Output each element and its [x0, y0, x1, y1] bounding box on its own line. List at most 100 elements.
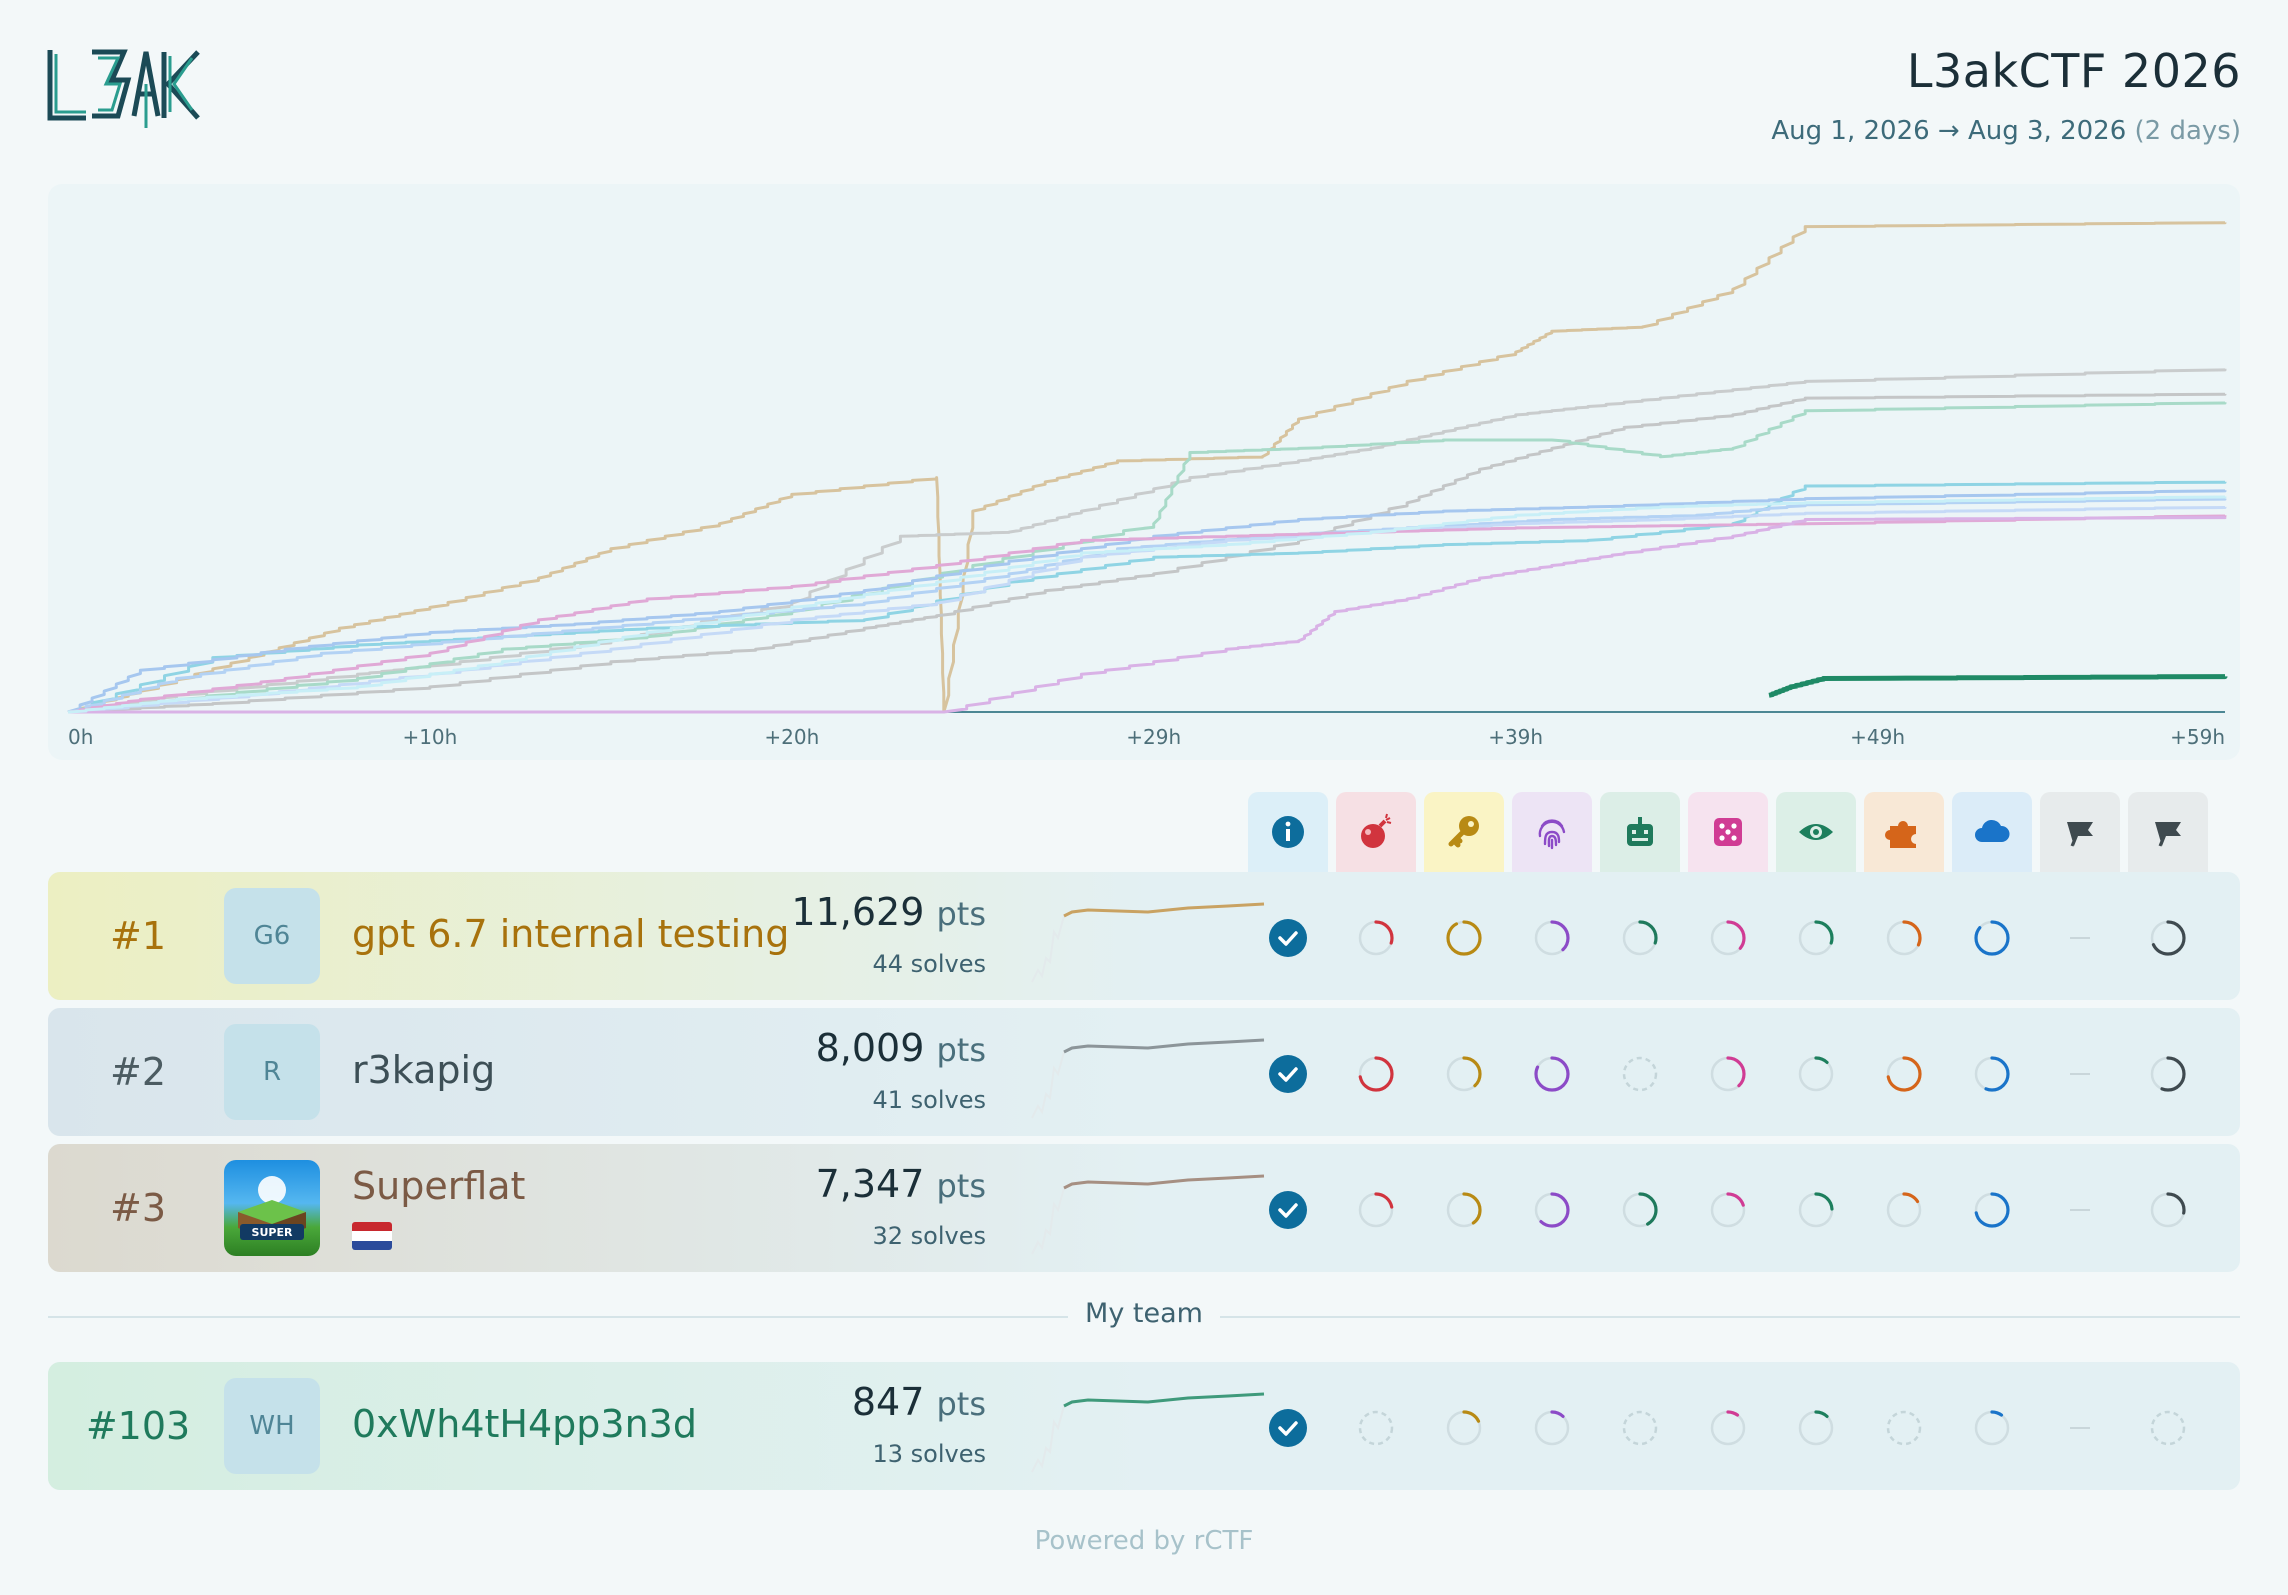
category-progress-ring[interactable]	[1530, 1188, 1574, 1232]
team-solves: 13 solves	[872, 1440, 987, 1468]
points-unit: pts	[936, 1167, 986, 1205]
eye-icon	[1799, 824, 1833, 840]
team-solves: 32 solves	[872, 1222, 987, 1250]
category-progress-ring[interactable]	[1618, 1052, 1662, 1096]
team-solves: 41 solves	[872, 1086, 987, 1114]
category-empty[interactable]	[2058, 1052, 2102, 1096]
footer-powered-by[interactable]: Powered by rCTF	[1034, 1526, 1254, 1556]
my-team-label: My team	[1068, 1298, 1220, 1329]
category-progress-ring[interactable]	[1354, 1188, 1398, 1232]
category-progress-ring[interactable]	[1442, 1406, 1486, 1450]
my_team[interactable]: #103 WH 0xWh4tH4pp3n3d 847 pts 13 solves	[48, 1362, 2240, 1490]
robot-icon	[1627, 817, 1653, 846]
category-progress-ring[interactable]	[1794, 1406, 1838, 1450]
team-points: 847 pts	[852, 1380, 986, 1424]
category-progress-ring[interactable]	[2146, 1406, 2190, 1450]
category-header-puzzle[interactable]	[1864, 792, 1944, 872]
category-header-robot[interactable]	[1600, 792, 1680, 872]
series-line-5[interactable]	[67, 489, 2227, 714]
team-name[interactable]: gpt 6.7 internal testing	[352, 912, 790, 956]
key-icon	[1448, 816, 1479, 848]
category-progress-ring[interactable]	[1794, 1052, 1838, 1096]
category-complete-icon[interactable]	[1266, 1188, 1310, 1232]
category-progress-ring[interactable]	[1794, 916, 1838, 960]
category-empty[interactable]	[2058, 1188, 2102, 1232]
category-progress-ring[interactable]	[1442, 1188, 1486, 1232]
series-line-0[interactable]	[67, 221, 2227, 714]
category-header-fingerprint[interactable]	[1512, 792, 1592, 872]
team-name[interactable]: 0xWh4tH4pp3n3d	[352, 1402, 697, 1446]
teams.0[interactable]: #1 G6 gpt 6.7 internal testing 11,629 pts 44…	[48, 872, 2240, 1000]
category-progress-ring[interactable]	[1530, 1052, 1574, 1096]
category-progress-ring[interactable]	[1442, 916, 1486, 960]
points-value: 8,009	[815, 1026, 925, 1070]
date-arrow: →	[1937, 116, 1960, 146]
category-progress-ring[interactable]	[2146, 916, 2190, 960]
series-line-3[interactable]	[67, 401, 2227, 714]
team-avatar[interactable]: WH	[224, 1378, 320, 1474]
category-header-dice[interactable]	[1688, 792, 1768, 872]
category-progress-ring[interactable]	[1882, 1052, 1926, 1096]
score-graph[interactable]: 0h +10h +20h +29h +39h +49h +59h	[48, 184, 2240, 760]
category-progress-ring[interactable]	[1618, 916, 1662, 960]
category-progress-ring[interactable]	[1882, 1406, 1926, 1450]
category-header-cloud[interactable]	[1952, 792, 2032, 872]
category-header-flag[interactable]	[2128, 792, 2208, 872]
team-sparkline	[1031, 1174, 1265, 1255]
category-progress-ring[interactable]	[1618, 1406, 1662, 1450]
points-value: 11,629	[791, 890, 925, 934]
category-progress-ring[interactable]	[1706, 1406, 1750, 1450]
teams.2[interactable]: #3 SUPER Superflat 7,347 pts 32 solves	[48, 1144, 2240, 1272]
team-name[interactable]: Superflat	[352, 1164, 526, 1208]
category-progress-ring[interactable]	[1706, 916, 1750, 960]
category-progress-ring[interactable]	[1706, 1052, 1750, 1096]
category-progress-ring[interactable]	[1970, 1406, 2014, 1450]
category-progress-ring[interactable]	[1970, 916, 2014, 960]
category-progress-ring[interactable]	[1618, 1188, 1662, 1232]
category-header-eye[interactable]	[1776, 792, 1856, 872]
category-complete-icon[interactable]	[1266, 1052, 1310, 1096]
category-progress-ring[interactable]	[1706, 1188, 1750, 1232]
series-line-10[interactable]	[67, 495, 2227, 714]
category-empty[interactable]	[2058, 916, 2102, 960]
category-progress-ring[interactable]	[1530, 1406, 1574, 1450]
series-line-9[interactable]	[68, 516, 2227, 714]
category-progress-ring[interactable]	[1970, 1188, 2014, 1232]
category-progress-ring[interactable]	[1354, 1052, 1398, 1096]
date-start: Aug 1, 2026	[1771, 116, 1930, 146]
category-progress-ring[interactable]	[1354, 1406, 1398, 1450]
category-progress-ring[interactable]	[1970, 1052, 2014, 1096]
category-progress-ring[interactable]	[1882, 916, 1926, 960]
category-progress-ring[interactable]	[1442, 1052, 1486, 1096]
series-line-8[interactable]	[67, 514, 2227, 714]
category-complete-icon[interactable]	[1266, 916, 1310, 960]
team-avatar[interactable]: SUPER	[224, 1160, 320, 1256]
flag-icon	[2067, 822, 2093, 847]
category-progress-ring[interactable]	[2146, 1188, 2190, 1232]
team-points: 7,347 pts	[816, 1162, 986, 1206]
team-solves: 44 solves	[872, 950, 987, 978]
category-empty[interactable]	[2058, 1406, 2102, 1450]
category-header-flag[interactable]	[2040, 792, 2120, 872]
category-progress-ring[interactable]	[1882, 1188, 1926, 1232]
netherlands-flag-icon	[352, 1222, 392, 1250]
points-value: 7,347	[815, 1162, 925, 1206]
category-complete-icon[interactable]	[1266, 1406, 1310, 1450]
team-avatar[interactable]: R	[224, 1024, 320, 1120]
team-avatar[interactable]: G6	[224, 888, 320, 984]
category-header-bomb[interactable]	[1336, 792, 1416, 872]
team-name[interactable]: r3kapig	[352, 1048, 496, 1092]
series-line-6[interactable]	[67, 497, 2227, 714]
category-progress-ring[interactable]	[1354, 916, 1398, 960]
team-rank: #2	[109, 1050, 167, 1094]
bomb-icon	[1361, 813, 1392, 848]
category-header-key[interactable]	[1424, 792, 1504, 872]
series-line-2[interactable]	[67, 392, 2227, 714]
category-progress-ring[interactable]	[1530, 916, 1574, 960]
category-header-info[interactable]	[1248, 792, 1328, 872]
category-progress-ring[interactable]	[1794, 1188, 1838, 1232]
category-progress-ring[interactable]	[2146, 1052, 2190, 1096]
series-line-11[interactable]	[1768, 674, 2228, 698]
x-tick-label: +49h	[1850, 725, 1905, 749]
